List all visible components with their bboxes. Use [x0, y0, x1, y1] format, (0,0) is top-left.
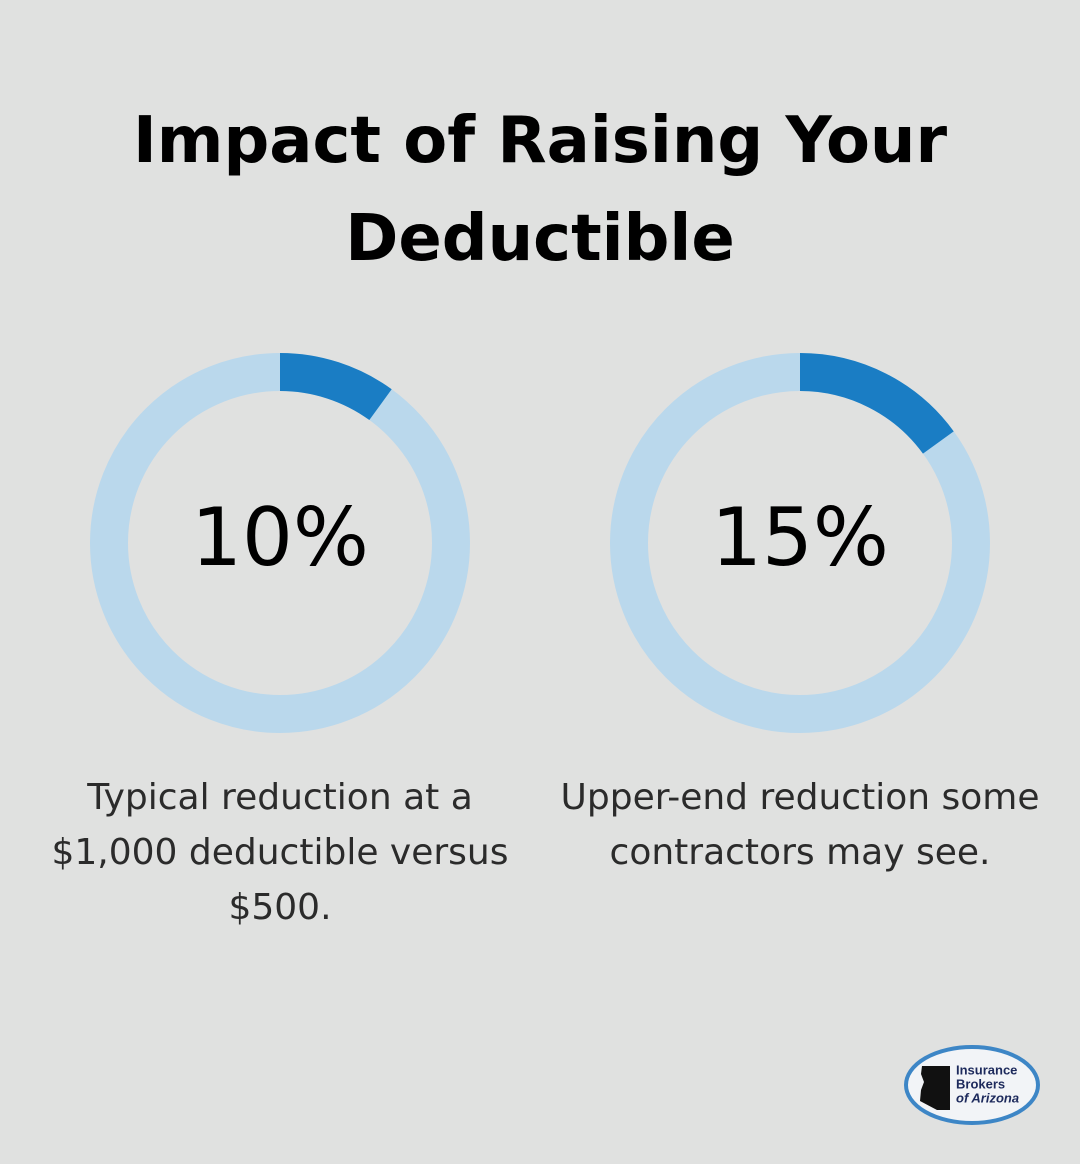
logo-map: [920, 1066, 950, 1110]
logo-line: Insurance: [956, 1062, 1017, 1077]
value-label: 15%: [711, 491, 889, 584]
caption: Typical reduction at a $1,000 deductible…: [51, 777, 509, 928]
donut-arc: [799, 353, 954, 455]
donut-arc: [279, 353, 392, 421]
caption: Upper-end reduction some contractors may…: [560, 777, 1040, 873]
title: Impact of Raising Your Deductible: [132, 104, 948, 276]
logo-line: of Arizona: [956, 1090, 1019, 1105]
logo: Insurance Brokers of Arizona: [904, 1045, 1040, 1125]
value-label: 10%: [191, 491, 369, 584]
logo-line: Brokers: [956, 1076, 1005, 1091]
